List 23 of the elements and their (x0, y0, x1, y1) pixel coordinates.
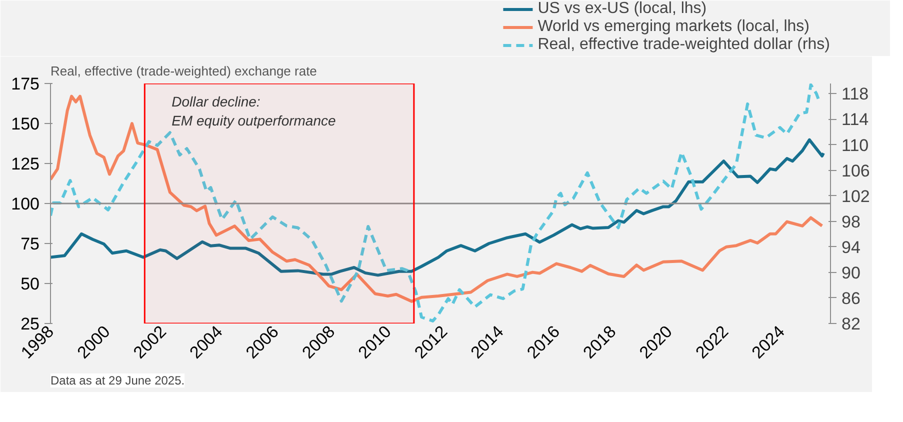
legend-label: US vs ex-US (local, lhs) (538, 0, 707, 18)
y-tick-label: 175 (11, 74, 40, 94)
y2-tick-label: 94 (842, 238, 860, 257)
y2-tick-label: 82 (842, 314, 860, 334)
y2-tick-label: 118 (842, 84, 869, 104)
y-tick-label: 50 (20, 274, 40, 294)
y2-tick-label: 114 (842, 110, 869, 130)
legend-label: Real, effective trade-weighted dollar (rhs) (538, 36, 830, 54)
y-tick-label: 75 (20, 234, 40, 254)
y2-tick-label: 90 (842, 263, 860, 282)
y-tick-label: 100 (11, 194, 40, 214)
legend-label: World vs emerging markets (local, lhs) (538, 18, 810, 36)
y2-tick-label: 86 (842, 288, 860, 308)
line-series (50, 138, 825, 277)
text: Data as at 29 June 2025. (50, 374, 185, 388)
y2-tick-label: 106 (842, 161, 870, 180)
y-tick-label: 125 (11, 154, 40, 174)
chart-title: Real, effective (trade-weighted) exchange rate (50, 64, 317, 78)
y2-tick-label: 110 (842, 136, 869, 155)
y2-tick-label: 98 (842, 212, 860, 232)
y-tick-label: 150 (11, 114, 40, 134)
y2-tick-label: 102 (842, 186, 870, 206)
band-label: Dollar decline: EM equity outperformance (172, 94, 336, 129)
